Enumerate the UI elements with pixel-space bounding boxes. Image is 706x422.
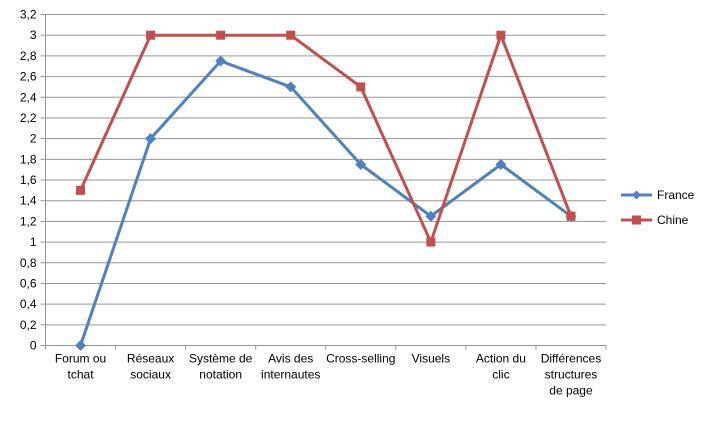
marker-chine — [286, 30, 296, 40]
marker-chine — [216, 30, 226, 40]
y-tick-label: 3 — [30, 28, 37, 42]
y-tick-label: 1,8 — [20, 152, 37, 166]
marker-france — [215, 55, 227, 67]
x-category-label: tchat — [68, 368, 95, 382]
x-category-label: notation — [199, 368, 242, 382]
x-category-label: Visuels — [412, 352, 450, 366]
y-tick-label: 1,6 — [20, 173, 37, 187]
y-tick-label: 1,2 — [20, 214, 37, 228]
x-category-label: structures — [545, 368, 598, 382]
y-tick-label: 2 — [30, 132, 37, 146]
marker-chine — [426, 237, 436, 247]
legend-swatch-france — [621, 190, 652, 200]
legend-label-chine: Chine — [657, 213, 689, 227]
legend-item-france: France — [620, 186, 694, 204]
chart-legend: France Chine — [620, 186, 694, 229]
legend-marker — [632, 190, 641, 200]
y-tick-label: 0,4 — [20, 297, 37, 311]
x-category-label: internautes — [261, 368, 320, 382]
marker-chine — [566, 211, 576, 221]
x-category-label: sociaux — [130, 368, 171, 382]
y-tick-label: 2,4 — [20, 90, 37, 104]
series-line-chine — [79, 33, 573, 244]
x-category-label: Action du — [476, 352, 526, 366]
marker-chine — [496, 30, 506, 40]
legend-swatch-chine — [621, 215, 652, 225]
legend-item-chine: Chine — [620, 211, 694, 229]
y-tick-label: 2,8 — [20, 49, 37, 63]
marker-france — [145, 133, 157, 145]
y-tick-label: 1,4 — [20, 194, 37, 208]
marker-france — [75, 340, 87, 351]
series-line-france — [79, 59, 573, 347]
x-category-label: Différences — [541, 352, 601, 366]
x-category-label: de page — [549, 384, 593, 398]
x-category-label: clic — [492, 368, 509, 382]
y-tick-label: 0,6 — [20, 276, 37, 290]
marker-chine — [76, 185, 86, 195]
y-tick-label: 2,2 — [20, 111, 37, 125]
x-category-label: Avis des — [268, 352, 313, 366]
y-tick-label: 1 — [30, 235, 37, 249]
marker-chine — [356, 82, 366, 92]
y-tick-label: 2,6 — [20, 70, 37, 84]
x-category-label: Réseaux — [127, 352, 174, 366]
marker-france — [425, 210, 437, 222]
x-category-label: Forum ou — [55, 352, 106, 366]
marker-france — [355, 158, 367, 170]
marker-chine — [146, 30, 156, 40]
marker-france — [495, 158, 507, 170]
legend-label-france: France — [657, 188, 695, 202]
marker-france — [285, 81, 297, 93]
y-tick-label: 3,2 — [20, 8, 37, 22]
legend-marker — [632, 215, 641, 225]
x-category-label: Système de — [189, 352, 253, 366]
y-tick-label: 0 — [30, 339, 37, 353]
y-tick-label: 0,8 — [20, 256, 37, 270]
x-category-label: Cross-selling — [326, 352, 395, 366]
y-tick-label: 0,2 — [20, 318, 37, 332]
